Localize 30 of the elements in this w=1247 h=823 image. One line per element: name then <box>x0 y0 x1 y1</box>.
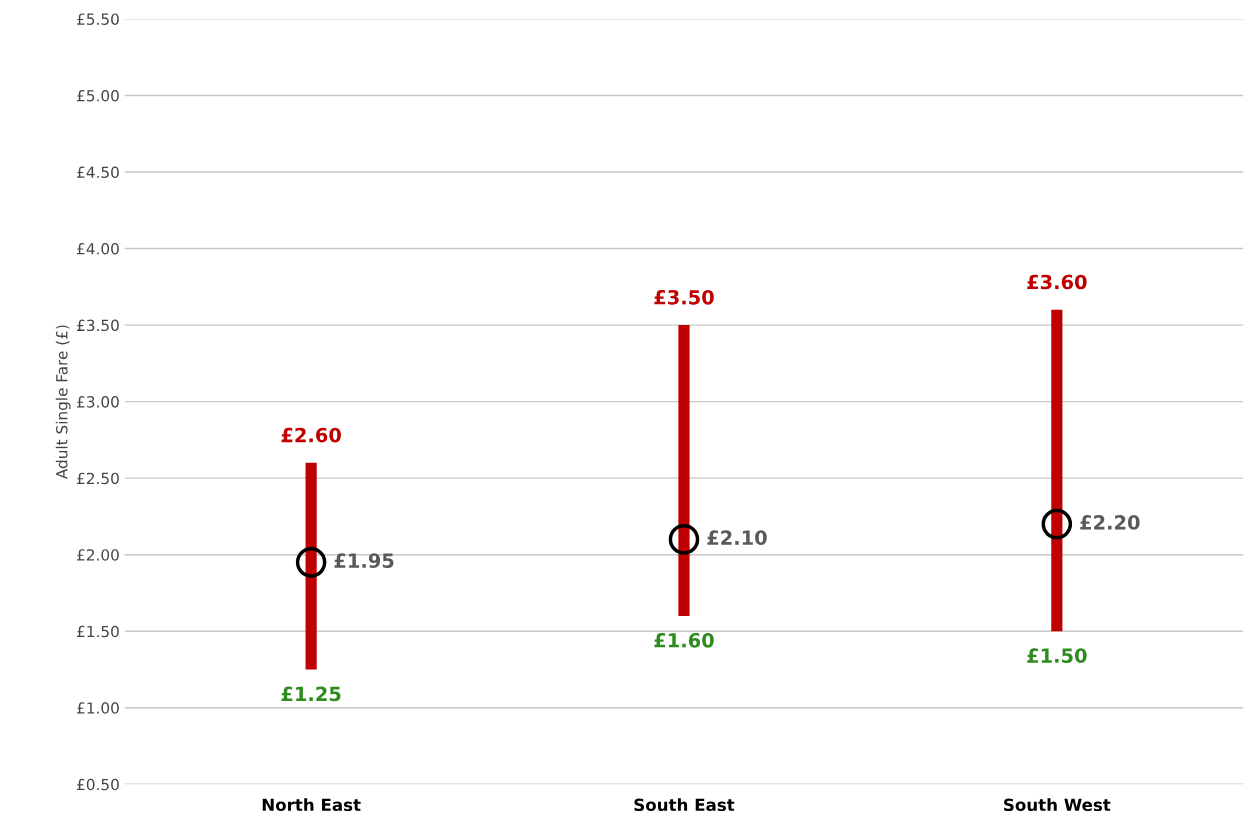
annotation: £1.25 <box>281 686 341 702</box>
point <box>668 524 700 555</box>
point <box>295 547 327 578</box>
y-tick-label: £1.50 <box>77 625 119 638</box>
data-label: £2.20 <box>1080 515 1140 530</box>
y-tick-label: £5.50 <box>77 13 119 25</box>
annotation: £1.50 <box>1027 648 1087 663</box>
annotation: £1.60 <box>654 632 714 648</box>
x-tick-label: South West <box>1004 798 1111 812</box>
y-tick-label: £2.50 <box>77 472 119 485</box>
x-tick-label: South East <box>634 798 735 812</box>
data-label: £1.95 <box>334 553 394 568</box>
y-tick-label: £0.50 <box>77 778 119 791</box>
annotation: £3.50 <box>654 289 714 305</box>
annotation: £2.60 <box>281 427 341 443</box>
data-label: £2.10 <box>707 530 767 546</box>
point <box>1041 508 1073 540</box>
annotation: £3.60 <box>1027 274 1087 290</box>
bar <box>678 325 690 616</box>
bar <box>305 462 317 670</box>
x-tick-label: North East <box>262 798 361 812</box>
y-tick-label: £3.00 <box>77 396 119 408</box>
y-tick-label: £5.00 <box>77 89 119 102</box>
y-axis-title: Adult Single Fare (£) <box>55 325 71 480</box>
y-tick-label: £4.50 <box>77 166 119 179</box>
bar <box>1051 309 1063 632</box>
y-tick-label: £2.00 <box>77 549 119 561</box>
y-tick-label: £3.50 <box>77 319 119 332</box>
y-tick-label: £4.00 <box>77 243 119 255</box>
y-tick-label: £1.00 <box>77 702 119 714</box>
